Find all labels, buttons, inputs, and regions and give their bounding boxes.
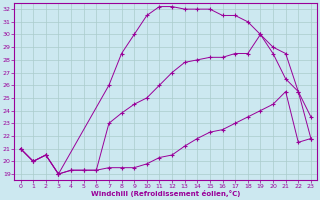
X-axis label: Windchill (Refroidissement éolien,°C): Windchill (Refroidissement éolien,°C) <box>91 190 240 197</box>
